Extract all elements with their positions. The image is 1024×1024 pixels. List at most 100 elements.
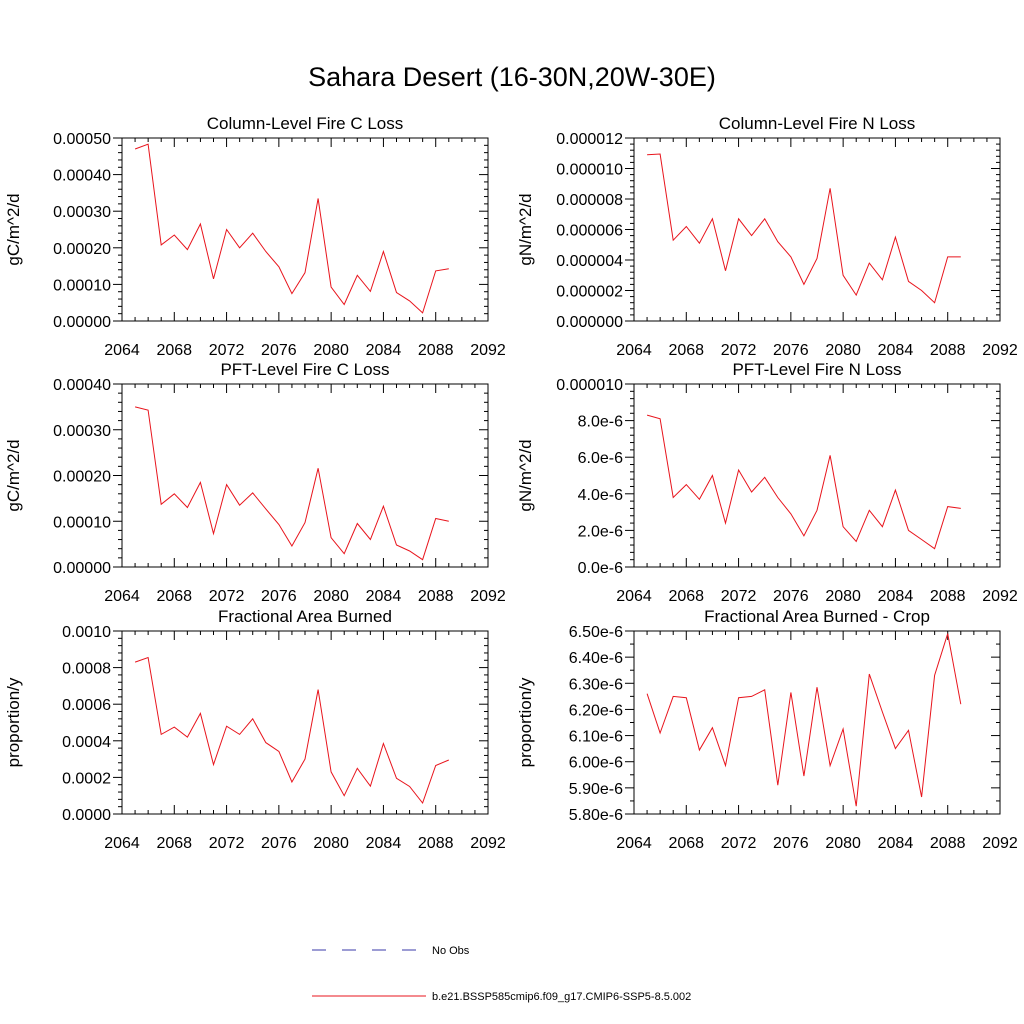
y-tick-label: 0.00020 [53, 469, 111, 486]
x-tick-label: 2092 [982, 835, 1018, 852]
x-tick-label: 2076 [773, 835, 809, 852]
y-axis-label: gC/m^2/d [4, 193, 23, 265]
y-tick-label: 0.000006 [556, 223, 623, 240]
x-tick-label: 2092 [982, 588, 1018, 605]
panel-title: Column-Level Fire C Loss [207, 114, 404, 133]
x-tick-label: 2084 [878, 342, 914, 359]
y-tick-label: 0.0004 [62, 734, 111, 751]
y-tick-label: 0.0002 [62, 770, 111, 787]
x-tick-label: 2080 [313, 342, 349, 359]
x-tick-label: 2084 [366, 588, 402, 605]
x-tick-label: 2064 [616, 588, 652, 605]
x-tick-label: 2088 [418, 835, 454, 852]
y-tick-label: 6.10e-6 [569, 729, 623, 746]
y-tick-label: 0.00040 [53, 168, 111, 185]
x-tick-label: 2072 [721, 588, 757, 605]
y-tick-label: 6.0e-6 [578, 450, 623, 467]
panel-1: 2064 2068 2072 2076 2080 2084 2088 2092 0.00000 0… [4, 114, 506, 359]
x-tick-label: 2064 [104, 588, 140, 605]
x-tick-label: 2076 [261, 342, 297, 359]
series-line [134, 406, 449, 561]
panel-3: 2064 2068 2072 2076 2080 2084 2088 2092 0.00000 0… [4, 360, 506, 605]
panel-5: 2064 2068 2072 2076 2080 2084 2088 2092 0.0000 0.… [4, 607, 506, 852]
y-tick-label: 6.40e-6 [569, 650, 623, 667]
x-tick-label: 2068 [668, 835, 704, 852]
x-tick-label: 2064 [104, 342, 140, 359]
x-tick-label: 2064 [616, 342, 652, 359]
y-tick-label: 0.00010 [53, 277, 111, 294]
x-tick-label: 2068 [156, 342, 192, 359]
y-axis-label: gN/m^2/d [516, 193, 535, 265]
y-axis-label: proportion/y [4, 677, 23, 767]
legend-label: b.e21.BSSP585cmip6.f09_g17.CMIP6-SSP5-8.… [432, 991, 691, 1003]
y-axis-label: gC/m^2/d [4, 439, 23, 511]
y-tick-label: 0.000002 [556, 284, 623, 301]
x-tick-label: 2088 [418, 342, 454, 359]
plot-frame [121, 137, 489, 322]
series-line [646, 633, 962, 807]
x-tick-label: 2080 [825, 835, 861, 852]
y-tick-label: 0.00050 [53, 131, 111, 148]
plot-frame [121, 383, 489, 568]
y-tick-label: 0.0006 [62, 697, 111, 714]
plot-frame [633, 383, 1001, 568]
y-axis-label: proportion/y [516, 677, 535, 767]
x-tick-label: 2084 [366, 835, 402, 852]
x-tick-label: 2076 [773, 588, 809, 605]
panel-2: 2064 2068 2072 2076 2080 2084 2088 2092 0.000000… [516, 114, 1018, 359]
y-tick-label: 8.0e-6 [578, 414, 623, 431]
y-tick-label: 5.80e-6 [569, 807, 623, 824]
y-tick-label: 0.000012 [556, 131, 623, 148]
x-tick-label: 2088 [418, 588, 454, 605]
x-tick-label: 2084 [878, 835, 914, 852]
plot-frame [121, 630, 489, 815]
y-tick-label: 0.00030 [53, 423, 111, 440]
x-tick-label: 2068 [156, 588, 192, 605]
panel-6: 2064 2068 2072 2076 2080 2084 2088 2092 5.80e-6 5… [516, 607, 1018, 852]
panel-title: Fractional Area Burned - Crop [704, 607, 930, 626]
series-line [646, 414, 961, 550]
x-tick-label: 2064 [104, 835, 140, 852]
x-tick-label: 2076 [261, 835, 297, 852]
y-tick-label: 0.000004 [556, 253, 623, 270]
x-tick-label: 2084 [366, 342, 402, 359]
y-tick-label: 6.00e-6 [569, 755, 623, 772]
y-axis-label: gN/m^2/d [516, 439, 535, 511]
series-line [647, 153, 961, 304]
y-tick-label: 4.0e-6 [578, 487, 623, 504]
y-tick-label: 0.00010 [53, 514, 111, 531]
panel-title: PFT-Level Fire N Loss [732, 360, 901, 379]
x-tick-label: 2092 [470, 588, 506, 605]
y-tick-label: 0.0e-6 [578, 560, 623, 577]
x-tick-label: 2068 [668, 342, 704, 359]
x-tick-label: 2088 [930, 342, 966, 359]
x-tick-label: 2072 [209, 342, 245, 359]
x-tick-label: 2084 [878, 588, 914, 605]
series-line [134, 143, 449, 314]
legend: No Obs b.e21.BSSP585cmip6.f09_g17.CMIP6-S… [312, 945, 691, 1003]
x-tick-label: 2068 [668, 588, 704, 605]
x-tick-label: 2080 [825, 588, 861, 605]
x-tick-label: 2072 [209, 835, 245, 852]
x-tick-label: 2068 [156, 835, 192, 852]
y-tick-label: 0.00020 [53, 241, 111, 258]
y-tick-label: 6.20e-6 [569, 702, 623, 719]
y-tick-label: 5.90e-6 [569, 781, 623, 798]
panel-title: PFT-Level Fire C Loss [220, 360, 389, 379]
y-tick-label: 0.00040 [53, 377, 111, 394]
x-tick-label: 2072 [721, 342, 757, 359]
y-tick-label: 0.0010 [62, 624, 111, 641]
x-tick-label: 2080 [313, 588, 349, 605]
y-tick-label: 2.0e-6 [578, 523, 623, 540]
legend-label: No Obs [432, 945, 470, 957]
panel-4: 2064 2068 2072 2076 2080 2084 2088 2092 0.0e-6 2.… [516, 360, 1018, 605]
x-tick-label: 2072 [721, 835, 757, 852]
panel-title: Column-Level Fire N Loss [719, 114, 916, 133]
y-tick-label: 0.000010 [556, 377, 623, 394]
x-tick-label: 2080 [313, 835, 349, 852]
x-tick-label: 2064 [616, 835, 652, 852]
y-tick-label: 0.000010 [556, 162, 623, 179]
x-tick-label: 2092 [982, 342, 1018, 359]
y-tick-label: 0.000008 [556, 192, 623, 209]
